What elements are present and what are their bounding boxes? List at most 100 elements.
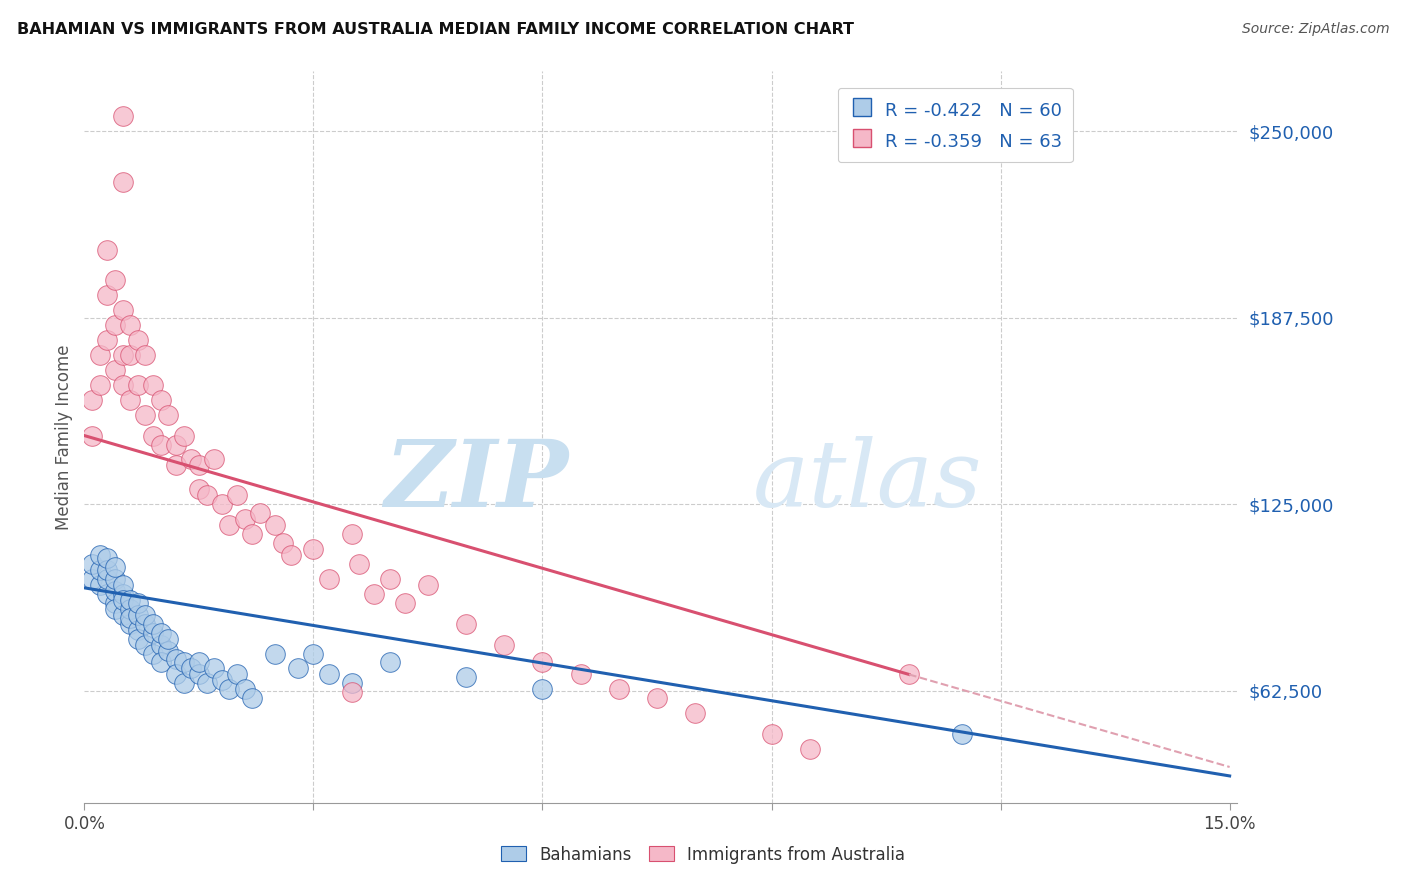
Point [142,625,165,640]
Point [211,673,233,688]
Point [96,288,118,302]
Point [287,661,309,675]
Point [378,656,401,670]
Point [80,572,103,586]
Point [111,377,134,392]
Point [134,607,156,622]
Point [111,109,134,123]
Point [173,656,195,670]
Point [187,656,209,670]
Point [149,638,172,652]
Point [645,691,668,706]
Point [80,428,103,442]
Point [104,318,127,332]
Text: ZIP: ZIP [384,436,568,526]
Y-axis label: Median Family Income: Median Family Income [55,344,73,530]
Point [111,607,134,622]
Point [318,667,340,681]
Point [120,610,142,624]
Point [240,527,263,541]
Text: BAHAMIAN VS IMMIGRANTS FROM AUSTRALIA MEDIAN FAMILY INCOME CORRELATION CHART: BAHAMIAN VS IMMIGRANTS FROM AUSTRALIA ME… [17,22,853,37]
Point [165,652,187,666]
Legend: Bahamians, Immigrants from Australia: Bahamians, Immigrants from Australia [495,839,911,871]
Point [340,685,363,699]
Point [233,512,256,526]
Point [165,458,187,473]
Point [173,428,195,442]
Point [347,557,370,571]
Point [120,348,142,362]
Point [394,596,416,610]
Point [120,616,142,631]
Point [142,616,165,631]
Point [142,647,165,661]
Point [127,623,149,637]
Point [271,536,294,550]
Point [127,377,149,392]
Point [165,667,187,681]
Point [340,527,363,541]
Point [127,333,149,347]
Point [127,596,149,610]
Point [80,392,103,407]
Point [104,583,127,598]
Point [302,542,325,557]
Point [302,647,325,661]
Point [799,742,821,756]
Point [104,273,127,287]
Point [134,638,156,652]
Point [264,518,287,533]
Point [202,452,225,467]
Point [363,587,385,601]
Point [96,333,118,347]
Point [134,616,156,631]
Point [149,625,172,640]
Point [134,348,156,362]
Point [378,572,401,586]
Point [416,578,439,592]
Point [96,563,118,577]
Point [165,437,187,451]
Point [456,616,478,631]
Point [531,682,554,697]
Point [607,682,630,697]
Point [96,551,118,566]
Point [111,348,134,362]
Point [120,318,142,332]
Point [340,676,363,690]
Point [80,557,103,571]
Point [173,676,195,690]
Point [180,661,202,675]
Point [240,691,263,706]
Text: Source: ZipAtlas.com: Source: ZipAtlas.com [1241,22,1389,37]
Point [952,727,974,741]
Point [226,488,249,502]
Point [149,437,172,451]
Point [249,506,271,520]
Point [127,607,149,622]
Point [120,392,142,407]
Point [111,587,134,601]
Point [104,596,127,610]
Point [120,592,142,607]
Point [104,363,127,377]
Point [104,560,127,574]
Point [180,452,202,467]
Point [134,408,156,422]
Point [318,572,340,586]
Point [187,483,209,497]
Point [761,727,783,741]
Point [89,578,111,592]
Point [218,518,240,533]
Point [89,348,111,362]
Point [120,601,142,615]
Point [111,175,134,189]
Point [127,632,149,646]
Point [195,488,218,502]
Point [494,638,516,652]
Point [149,656,172,670]
Point [569,667,592,681]
Point [111,303,134,318]
Point [897,667,920,681]
Point [280,548,302,562]
